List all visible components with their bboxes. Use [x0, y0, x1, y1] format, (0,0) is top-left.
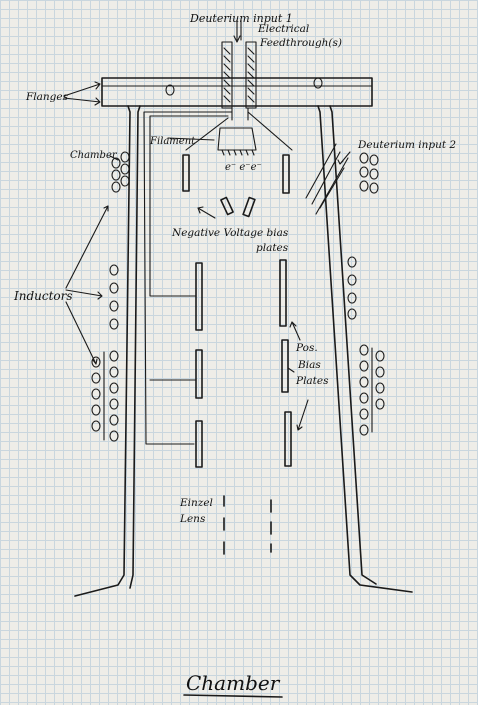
flanges-label: Flanges [25, 91, 69, 103]
filament [217, 127, 257, 156]
pos-bias-label-2: Bias [297, 359, 321, 371]
deuterium-input-2-tube [305, 143, 349, 215]
filament-label: Filament [149, 136, 196, 147]
pos-bias-label-3: Plates [295, 375, 329, 387]
einzel-lens-label-1: Einzel [179, 497, 213, 509]
inductor-coils-right-lower [359, 344, 385, 436]
inductor-coils-left-lower [91, 350, 119, 442]
einzel-lens-label-2: Lens [179, 513, 206, 525]
electrical-feedthrough-label-1: Electrical [257, 23, 309, 35]
chamber-side-label: Chamber [70, 150, 118, 161]
bias-wires [143, 111, 293, 445]
negative-bias-label-2: plates [256, 242, 289, 254]
positive-bias-plates [195, 259, 292, 468]
electrical-feedthrough-label-2: Feedthrough(s) [259, 37, 342, 49]
title-label: Chamber [186, 671, 281, 695]
inductor-coils-right-middle [347, 256, 357, 320]
deuterium-input-1-label: Deuterium input 1 [189, 12, 293, 25]
einzel-lens [223, 495, 272, 555]
negative-bias-plates [182, 154, 290, 218]
inductor-coils-right-upper [359, 152, 379, 194]
annotation-arrows [63, 81, 351, 431]
title-underline [183, 694, 283, 698]
deuterium-input-2-label: Deuterium input 2 [357, 139, 456, 151]
flange-bar [101, 77, 373, 107]
negative-bias-label-1: Negative Voltage bias [171, 227, 289, 239]
inductors-label: Inductors [13, 289, 73, 303]
chamber-walls [74, 105, 413, 597]
electrons-label: e⁻ e⁻e⁻ [225, 162, 262, 173]
inductor-coils-left-upper [111, 151, 130, 193]
feedthrough-tubes [221, 19, 257, 121]
pos-bias-label-1: Pos. [295, 342, 318, 354]
inductor-coils-left-middle [109, 264, 119, 330]
